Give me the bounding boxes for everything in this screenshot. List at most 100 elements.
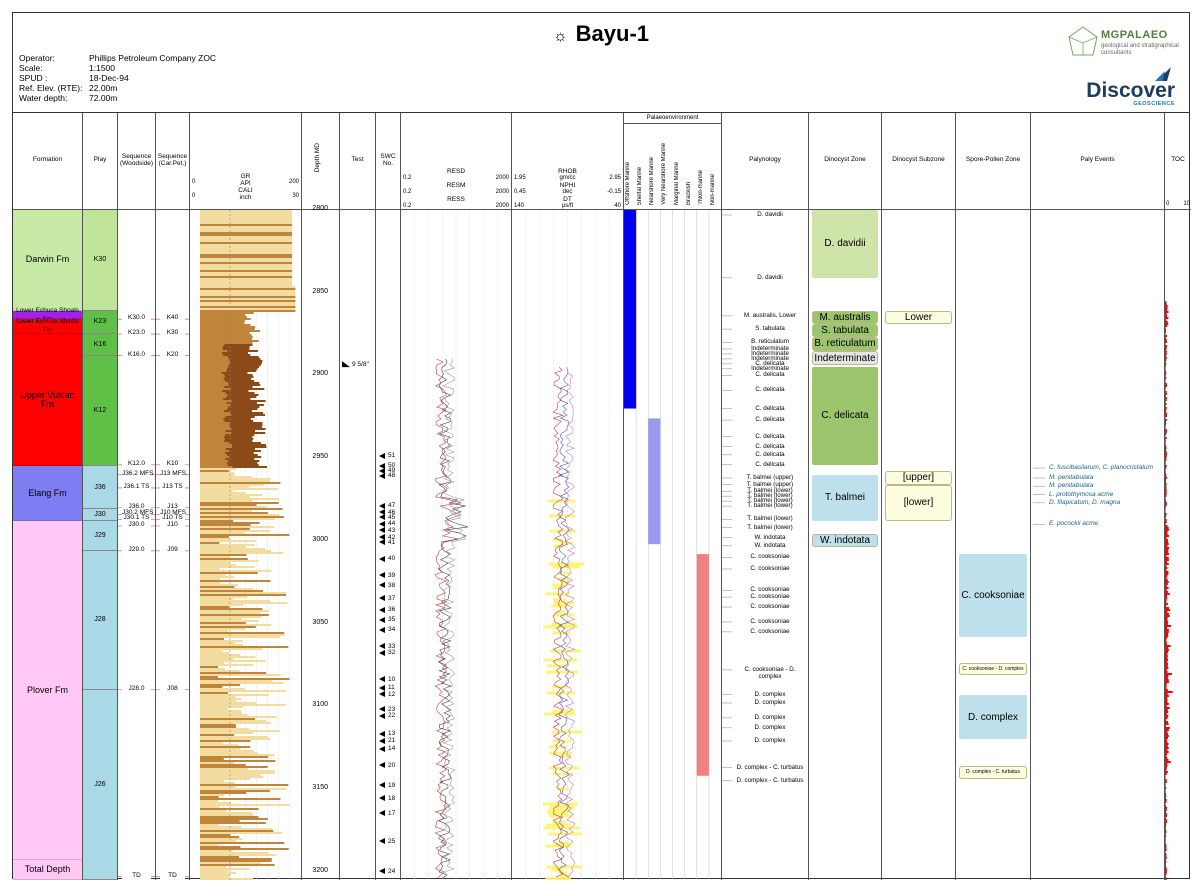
toc-bar (1165, 494, 1167, 497)
toc-bar (1165, 726, 1170, 729)
toc-bar (1165, 520, 1167, 523)
gr-fill (200, 288, 296, 290)
crossover-fill (551, 730, 583, 734)
gr-fill (200, 874, 230, 876)
gr-fill (200, 540, 256, 542)
swc-sample: 24 (379, 868, 395, 875)
gr-fill (200, 746, 251, 748)
gr-fill-dark (227, 462, 258, 464)
crossover-fill (549, 529, 577, 533)
gr-fill (200, 550, 272, 552)
sequence-label: J30.1 TS (122, 514, 151, 522)
gr-fill (200, 242, 293, 244)
gr-scale-max: 200 (288, 179, 299, 185)
crossover-fill (549, 814, 573, 818)
depth-tick-label: 2850 (312, 287, 328, 295)
sequence-label: TD (160, 871, 185, 879)
swc-number: 51 (388, 452, 396, 460)
toc-bar (1165, 682, 1167, 685)
toc-bar (1165, 712, 1167, 715)
toc-bar (1165, 632, 1169, 635)
swc-sample: 20 (379, 762, 395, 769)
gr-fill-dark (228, 358, 261, 360)
swc-sample: 34 (379, 626, 395, 633)
play-band: J28 (83, 550, 117, 690)
gr-fill (200, 798, 281, 800)
gr-fill (200, 680, 272, 682)
gr-fill (200, 312, 254, 314)
gr-fill (200, 552, 284, 554)
gr-fill (200, 566, 255, 568)
toc-bar (1165, 402, 1167, 405)
depth-tick-label: 2900 (312, 370, 328, 378)
density-plot (525, 210, 610, 880)
toc-bar (1165, 740, 1168, 743)
gr-fill-dark (231, 432, 266, 434)
formation-band: Darwin Fm (13, 210, 82, 311)
gr-fill (200, 548, 266, 550)
gr-fill (200, 260, 293, 262)
gr-fill (200, 496, 250, 498)
zone-box: D. complex (959, 694, 1027, 740)
toc-bar (1165, 738, 1167, 741)
zone-box: W. indotata (812, 534, 878, 548)
gr-fill (200, 762, 235, 764)
gr-fill (200, 670, 240, 672)
res-scale-min: 0.2 (403, 189, 412, 195)
palaeoenv-column-label: Offshore Marine (625, 162, 631, 205)
swc-triangle-icon (379, 502, 385, 509)
den-curve-name: NPHI (559, 182, 576, 189)
swc-body: 51 50 49 48 47 46 45 44 43 42 41 40 39 38 37 36 35 34 33 32… (376, 210, 400, 880)
gr-scale-min: 0 (192, 193, 196, 199)
gr-fill-dark (222, 348, 250, 350)
mgpalaeo-subtitle: geological and stratigraphical consultan… (1101, 43, 1179, 56)
swc-number: 38 (388, 581, 396, 589)
toc-bar (1165, 752, 1168, 755)
toc-bar (1165, 728, 1169, 731)
gr-fill (200, 622, 246, 624)
den-scale-max: -0.15 (607, 189, 621, 195)
toc-bar (1165, 408, 1167, 411)
gr-fill (200, 580, 271, 582)
toc-bar (1165, 786, 1167, 789)
discover-subtitle: GEOSCIENCE (1133, 101, 1175, 107)
palynology-sample: C. delicata (755, 371, 785, 379)
gr-fill-dark (224, 344, 253, 346)
gr-fill (200, 642, 236, 644)
gr-fill (200, 336, 253, 338)
gr-fill (200, 620, 259, 622)
toc-bar (1165, 720, 1169, 723)
toc-bar (1165, 848, 1167, 851)
gr-fill (200, 694, 269, 696)
crossover-fill (552, 565, 580, 569)
gr-fill (200, 482, 281, 484)
den-unit: dec (562, 189, 573, 195)
toc-bar (1165, 680, 1169, 683)
swc-triangle-icon (379, 462, 385, 469)
swc-number: 11 (388, 684, 395, 692)
palynology-sample: M. australis, Lower (744, 311, 796, 319)
density-track: RHOB 1.95 gm/cc 2.95 NPHI 0.45 dec -0.15 DT 140 µs… (512, 113, 624, 880)
swc-sample: 32 (379, 649, 395, 656)
toc-bar (1165, 698, 1168, 701)
play-band: K16 (83, 334, 117, 356)
gr-fill (200, 266, 293, 268)
gr-fill (200, 590, 264, 592)
gr-fill (200, 656, 256, 658)
gr-fill (200, 706, 244, 708)
toc-bar (1165, 584, 1167, 587)
gr-fill (200, 856, 240, 858)
swc-triangle-icon (379, 684, 385, 691)
gr-fill (200, 758, 224, 760)
toc-bar (1165, 536, 1167, 539)
gr-fill (200, 218, 293, 220)
swc-number: 23 (388, 705, 396, 713)
gr-fill-dark (229, 456, 262, 458)
palynology-sample: C. delicata (755, 460, 785, 468)
gr-fill (200, 246, 293, 248)
spore-pollen-body: C. cooksoniae C. cooksoniae - D. complex D… (956, 210, 1030, 880)
zone-box: S. tabulata (812, 324, 878, 338)
palynology-track: Palynology D. davidii D. davidii M. austra… (722, 113, 809, 880)
toc-bar (1165, 692, 1168, 695)
gr-fill (200, 282, 293, 284)
